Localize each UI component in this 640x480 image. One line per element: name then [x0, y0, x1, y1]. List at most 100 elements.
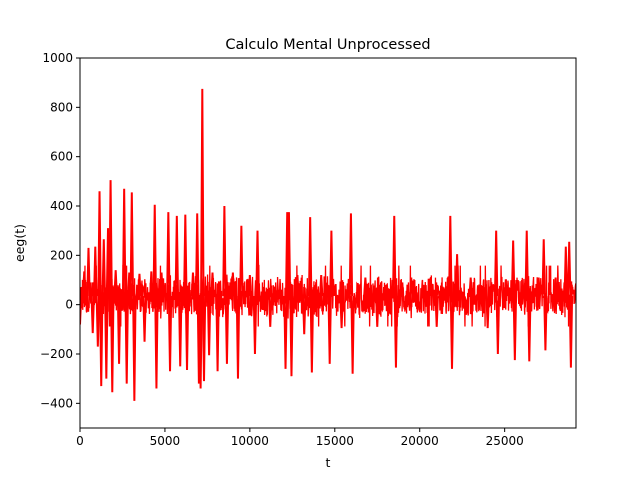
series-0-point-30 — [183, 214, 188, 297]
series-0-point-9 — [104, 296, 109, 379]
series-0-point-31 — [184, 296, 190, 371]
chart-title: Calculo Mental Unprocessed — [225, 37, 430, 53]
series-0-point-68 — [409, 277, 414, 297]
y-tick-label-2: 0 — [65, 298, 73, 312]
series-0-point-73 — [468, 277, 473, 297]
x-tick-label-5: 25000 — [486, 434, 524, 448]
series-0-point-13 — [113, 270, 118, 297]
x-axis-label: t — [326, 455, 331, 470]
series-0-point-66 — [392, 215, 397, 297]
series-0-point-70 — [448, 215, 453, 297]
series-0-point-81 — [536, 277, 541, 297]
series-0-point-22 — [149, 271, 154, 297]
series-0-point-38 — [206, 296, 212, 356]
series-0-point-78 — [512, 296, 518, 361]
series-0-point-46 — [247, 275, 253, 297]
series-0-point-75 — [493, 230, 499, 297]
series-0-point-43 — [230, 272, 236, 297]
x-tick-label-1: 5000 — [150, 434, 181, 448]
series-0-point-74 — [485, 295, 490, 329]
series-0-point-20 — [137, 273, 142, 297]
series-0-point-62 — [348, 213, 354, 297]
series-0-point-24 — [154, 296, 159, 389]
series-0-point-80 — [527, 296, 532, 362]
series-0-point-53 — [289, 296, 294, 377]
series-0-point-72 — [454, 254, 460, 297]
series-0-point-47 — [252, 296, 258, 355]
x-tick-label-2: 10000 — [231, 434, 269, 448]
series-0-point-12 — [110, 296, 115, 393]
series-0-point-86 — [567, 241, 572, 297]
series-0-point-25 — [159, 272, 164, 297]
series-0-point-39 — [210, 272, 215, 297]
series-0-point-11 — [108, 180, 113, 297]
series-0-point-1 — [82, 271, 87, 297]
series-0-point-76 — [495, 296, 501, 355]
series-0-point-33 — [195, 213, 200, 297]
series-0-point-36 — [200, 88, 205, 297]
series-0-point-77 — [510, 240, 516, 297]
series-0-point-88 — [573, 284, 576, 297]
series-0-point-71 — [449, 296, 455, 369]
series-0-point-64 — [363, 277, 368, 297]
series-0-point-82 — [541, 239, 546, 297]
series-0-point-19 — [132, 296, 137, 401]
series-0-point-58 — [319, 275, 324, 297]
y-axis-label: eeg(t) — [12, 224, 27, 262]
series-0-point-3 — [90, 296, 95, 334]
series-0-point-59 — [327, 296, 332, 364]
y-tick-label-1: −200 — [40, 347, 73, 361]
series-0-baseline-line — [80, 264, 576, 327]
series-0-point-6 — [97, 191, 102, 297]
series-0-point-14 — [116, 296, 122, 364]
series-0-point-32 — [190, 272, 196, 297]
series-0-point-40 — [215, 296, 220, 372]
series-0-point-41 — [222, 205, 227, 297]
series-0-point-18 — [129, 192, 135, 297]
series-0-point-61 — [339, 295, 344, 329]
series-0-point-67 — [393, 296, 399, 368]
series-0-point-26 — [166, 212, 171, 297]
y-tick-label-4: 400 — [50, 199, 73, 213]
x-tick-label-3: 15000 — [316, 434, 354, 448]
series-0-point-27 — [167, 296, 173, 372]
series-0-point-8 — [101, 239, 106, 297]
series-0-point-85 — [563, 246, 569, 297]
series-0-point-4 — [93, 246, 98, 297]
axes-frame — [79, 57, 577, 429]
series-0-point-0 — [80, 295, 83, 325]
series-0-point-63 — [350, 296, 355, 374]
series-0-point-60 — [329, 230, 334, 297]
series-0-point-55 — [302, 296, 307, 335]
series-0-point-29 — [178, 296, 183, 367]
series-0-point-2 — [86, 247, 91, 297]
x-axis-ticks: 0 5000 10000 15000 20000 25000 — [76, 428, 524, 448]
y-tick-label-3: 200 — [50, 248, 73, 262]
series-0-point-44 — [235, 296, 241, 379]
series-0-point-87 — [568, 296, 574, 368]
series-0-point-23 — [152, 204, 157, 297]
series-0-point-69 — [434, 295, 439, 327]
series-0-point-28 — [174, 215, 180, 297]
series-0-point-37 — [201, 296, 207, 382]
series-0-point-7 — [99, 296, 104, 387]
y-tick-label-7: 1000 — [42, 51, 73, 65]
series-0-point-48 — [255, 230, 260, 297]
series-0-point-79 — [524, 230, 529, 297]
series-0-point-52 — [286, 212, 292, 297]
series-0-point-83 — [543, 296, 548, 351]
x-tick-label-0: 0 — [76, 434, 84, 448]
y-tick-label-5: 600 — [50, 150, 73, 164]
x-tick-label-4: 20000 — [401, 434, 439, 448]
y-axis-ticks: −400 −200 0 200 400 600 800 1000 — [40, 51, 80, 410]
y-tick-label-0: −400 — [40, 396, 73, 410]
series-0-point-50 — [283, 296, 288, 369]
series-0-point-42 — [224, 296, 230, 364]
series-0-point-35 — [198, 296, 203, 389]
series-0-point-56 — [307, 217, 313, 297]
series-0-point-54 — [295, 275, 300, 297]
series-0-point-15 — [121, 188, 127, 297]
series-0-point-21 — [142, 296, 147, 342]
